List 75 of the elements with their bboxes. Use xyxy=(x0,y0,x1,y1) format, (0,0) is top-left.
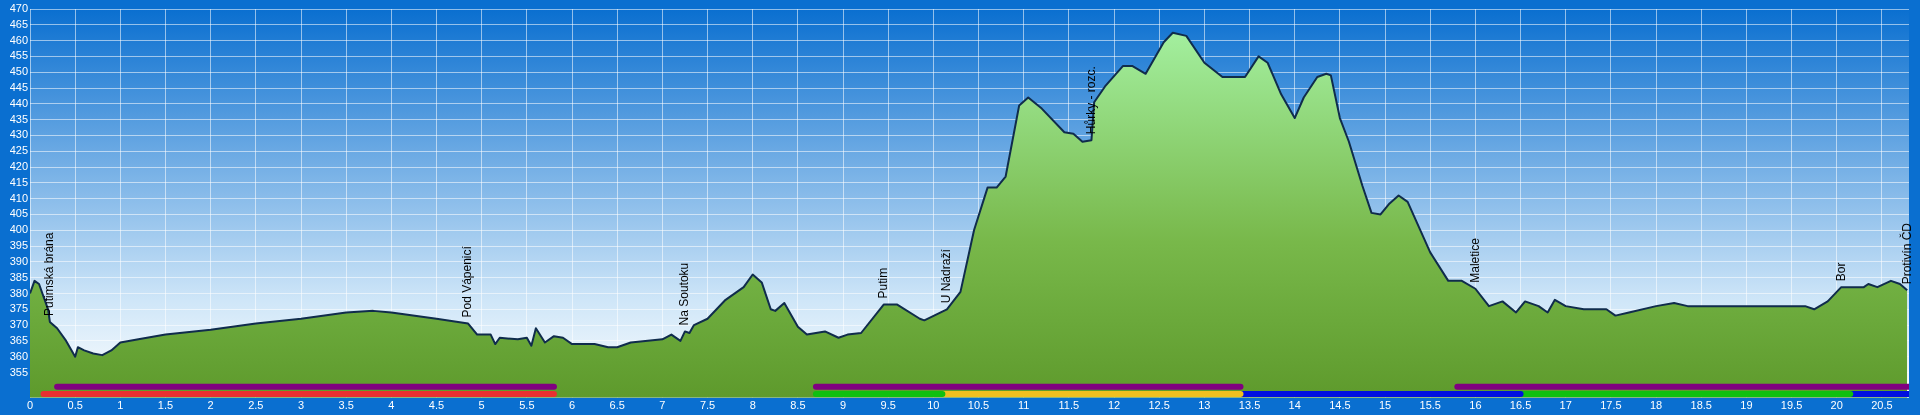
annotation: Protivín ČD xyxy=(1898,222,1914,285)
annotation: U Nádraží xyxy=(939,248,954,304)
y-tick-label: 380 xyxy=(9,286,28,299)
x-tick-label: 11 xyxy=(1017,399,1030,412)
x-tick-label: 20 xyxy=(1830,399,1843,412)
x-tick-label: 19.5 xyxy=(1780,399,1803,412)
x-tick-label: 0 xyxy=(26,399,34,412)
y-tick-label: 440 xyxy=(9,96,28,109)
x-tick-label: 7.5 xyxy=(699,399,716,412)
y-tick-label: 450 xyxy=(9,65,28,78)
x-tick-label: 13.5 xyxy=(1238,399,1261,412)
y-tick-label: 460 xyxy=(9,33,28,46)
x-tick-label: 0.5 xyxy=(67,399,83,412)
y-tick-label: 355 xyxy=(9,365,28,378)
x-tick-label: 16.5 xyxy=(1509,399,1532,412)
y-tick-label: 465 xyxy=(9,17,28,30)
annotation: Putimská brána xyxy=(42,232,57,316)
y-tick-label: 390 xyxy=(9,254,28,267)
x-tick-label: 8.5 xyxy=(790,399,806,412)
x-tick-label: 20.5 xyxy=(1871,399,1893,412)
y-tick-label: 420 xyxy=(9,160,28,173)
x-tick-label: 17 xyxy=(1559,399,1572,412)
x-tick-label: 12.5 xyxy=(1148,399,1170,412)
x-tick-label: 6.5 xyxy=(609,399,625,412)
x-tick-label: 3 xyxy=(297,399,305,412)
x-tick-label: 2 xyxy=(207,399,214,412)
x-tick-label: 4.5 xyxy=(428,399,445,412)
y-tick-label: 445 xyxy=(9,81,28,94)
x-tick-label: 8 xyxy=(749,399,756,412)
x-tick-label: 18 xyxy=(1649,399,1663,412)
x-tick-label: 9.5 xyxy=(880,399,896,412)
x-tick-label: 7 xyxy=(659,399,666,412)
y-tick-label: 385 xyxy=(9,270,28,283)
y-tick-label: 430 xyxy=(9,128,28,141)
x-tick-label: 5.5 xyxy=(519,399,535,412)
x-tick-label: 18.5 xyxy=(1690,399,1712,412)
x-tick-label: 14.5 xyxy=(1329,399,1351,412)
y-tick-label: 360 xyxy=(9,349,28,362)
y-tick-label: 375 xyxy=(9,302,28,315)
x-tick-label: 9 xyxy=(839,399,847,412)
x-tick-label: 15 xyxy=(1378,399,1392,412)
x-tick-label: 1.5 xyxy=(157,399,174,412)
y-tick-label: 415 xyxy=(9,175,28,188)
y-tick-label: 410 xyxy=(9,191,28,204)
y-tick-label: 370 xyxy=(9,318,28,331)
annotation: Pod Vápenicí xyxy=(460,245,475,318)
y-tick-label: 365 xyxy=(9,333,28,346)
x-tick-label: 1 xyxy=(117,399,124,412)
annotation: Maletice xyxy=(1467,237,1482,283)
x-tick-label: 2.5 xyxy=(248,399,264,412)
annotation: Hůrky - rozc. xyxy=(1083,66,1098,135)
y-tick-label: 400 xyxy=(9,223,28,236)
y-tick-label: 425 xyxy=(9,144,28,157)
x-tick-label: 11.5 xyxy=(1058,399,1080,412)
annotation: Bor xyxy=(1833,262,1848,282)
x-tick-label: 10.5 xyxy=(967,399,990,412)
x-tick-label: 15.5 xyxy=(1419,399,1441,412)
y-tick-label: 455 xyxy=(9,49,28,62)
annotation: Na Soutoku xyxy=(677,262,692,326)
x-tick-label: 5 xyxy=(478,399,485,412)
x-tick-label: 19 xyxy=(1740,399,1753,412)
x-tick-label: 16 xyxy=(1469,399,1482,412)
x-tick-label: 12 xyxy=(1107,399,1121,412)
annotation: Putim xyxy=(875,267,890,299)
x-tick-label: 3.5 xyxy=(338,399,354,412)
y-tick-label: 435 xyxy=(9,112,28,125)
y-tick-label: 405 xyxy=(9,207,28,220)
x-tick-label: 4 xyxy=(388,399,395,412)
x-tick-label: 14 xyxy=(1288,399,1301,412)
y-tick-label: 470 xyxy=(9,2,28,15)
y-tick-label: 395 xyxy=(9,239,28,252)
x-tick-label: 17.5 xyxy=(1600,399,1622,412)
x-tick-label: 6 xyxy=(568,399,576,412)
x-tick-label: 10 xyxy=(927,399,940,412)
x-tick-label: 13 xyxy=(1198,399,1211,412)
